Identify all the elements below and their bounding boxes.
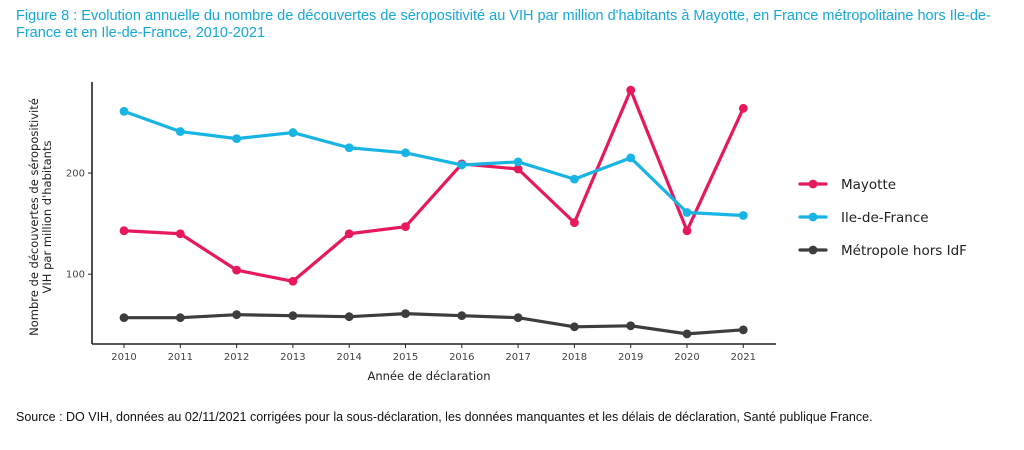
y-tick-label: 100 — [66, 270, 85, 281]
series-line-ile-de-france — [122, 109, 745, 218]
data-point-mayotte — [626, 85, 636, 95]
data-point-ile-de-france — [570, 174, 579, 184]
x-tick-label: 2020 — [674, 352, 699, 363]
data-point-metropole-hors-idf — [513, 313, 523, 323]
data-point-ile-de-france — [344, 143, 354, 153]
legend-label-metropole-hors-idf: Métropole hors IdF — [841, 243, 967, 259]
data-point-mayotte — [232, 265, 242, 275]
data-point-metropole-hors-idf — [626, 321, 636, 331]
x-tick-label: 2019 — [618, 352, 643, 363]
data-point-mayotte — [401, 222, 410, 232]
source-note: Source : DO VIH, données au 02/11/2021 c… — [16, 410, 873, 424]
x-tick-label: 2016 — [449, 352, 474, 363]
y-axis-title: Nombre de découvertes de séropositivitéV… — [27, 98, 54, 336]
data-point-ile-de-france — [626, 153, 636, 163]
data-point-mayotte — [513, 164, 523, 174]
chart-legend: Mayotte Ile-de-France Métropole hors IdF — [798, 177, 967, 259]
data-point-metropole-hors-idf — [401, 309, 410, 319]
legend-marker-metropole-hors-idf — [808, 245, 818, 255]
data-point-ile-de-france — [682, 208, 692, 217]
data-point-ile-de-france — [119, 106, 129, 116]
x-tick-label: 2018 — [562, 352, 587, 363]
x-tick-label: 2012 — [224, 352, 249, 363]
y-axis-title-line: Nombre de découvertes de séropositivité — [27, 98, 41, 336]
y-axis-title-line: VIH par million d'habitants — [40, 141, 54, 294]
data-point-metropole-hors-idf — [119, 313, 129, 323]
chart-series — [119, 85, 748, 339]
data-point-mayotte — [175, 229, 185, 239]
figure-title: Figure 8 : Evolution annuelle du nombre … — [16, 8, 991, 41]
series-line-metropole-hors-idf — [122, 312, 745, 336]
data-point-mayotte — [344, 229, 354, 239]
data-point-metropole-hors-idf — [344, 312, 354, 322]
data-point-mayotte — [288, 276, 298, 286]
data-point-mayotte — [119, 226, 129, 236]
data-point-metropole-hors-idf — [570, 322, 579, 332]
data-point-ile-de-france — [401, 148, 410, 158]
x-axis-title: Année de déclaration — [367, 369, 490, 383]
data-point-ile-de-france — [457, 160, 467, 170]
data-point-mayotte — [682, 226, 692, 236]
x-tick-label: 2017 — [505, 352, 530, 363]
x-tick-label: 2015 — [393, 352, 418, 363]
data-point-metropole-hors-idf — [232, 310, 242, 320]
legend-label-mayotte: Mayotte — [841, 177, 896, 193]
x-tick-label: 2021 — [731, 352, 756, 363]
data-point-ile-de-france — [175, 127, 185, 136]
data-point-metropole-hors-idf — [175, 313, 185, 323]
data-point-ile-de-france — [738, 211, 748, 220]
chart-axes: 100 200 2010 2011 2012 2013 2014 2015 2016 2017 20… — [27, 82, 776, 383]
data-point-metropole-hors-idf — [288, 311, 298, 321]
data-point-mayotte — [738, 103, 748, 113]
legend-marker-mayotte — [808, 179, 818, 189]
x-tick-label: 2011 — [168, 352, 193, 363]
x-tick-label: 2014 — [336, 352, 361, 363]
legend-label-ile-de-france: Ile-de-France — [841, 210, 929, 226]
series-line-mayotte — [122, 88, 745, 283]
legend-marker-ile-de-france — [808, 212, 818, 222]
data-point-metropole-hors-idf — [457, 311, 467, 321]
data-point-ile-de-france — [232, 134, 242, 144]
data-point-metropole-hors-idf — [738, 325, 748, 335]
data-point-ile-de-france — [513, 157, 523, 167]
x-tick-label: 2013 — [280, 352, 305, 363]
y-tick-label: 200 — [66, 169, 85, 180]
data-point-ile-de-france — [288, 128, 298, 137]
data-point-metropole-hors-idf — [682, 329, 692, 339]
x-tick-label: 2010 — [111, 352, 136, 363]
data-point-mayotte — [570, 218, 579, 228]
